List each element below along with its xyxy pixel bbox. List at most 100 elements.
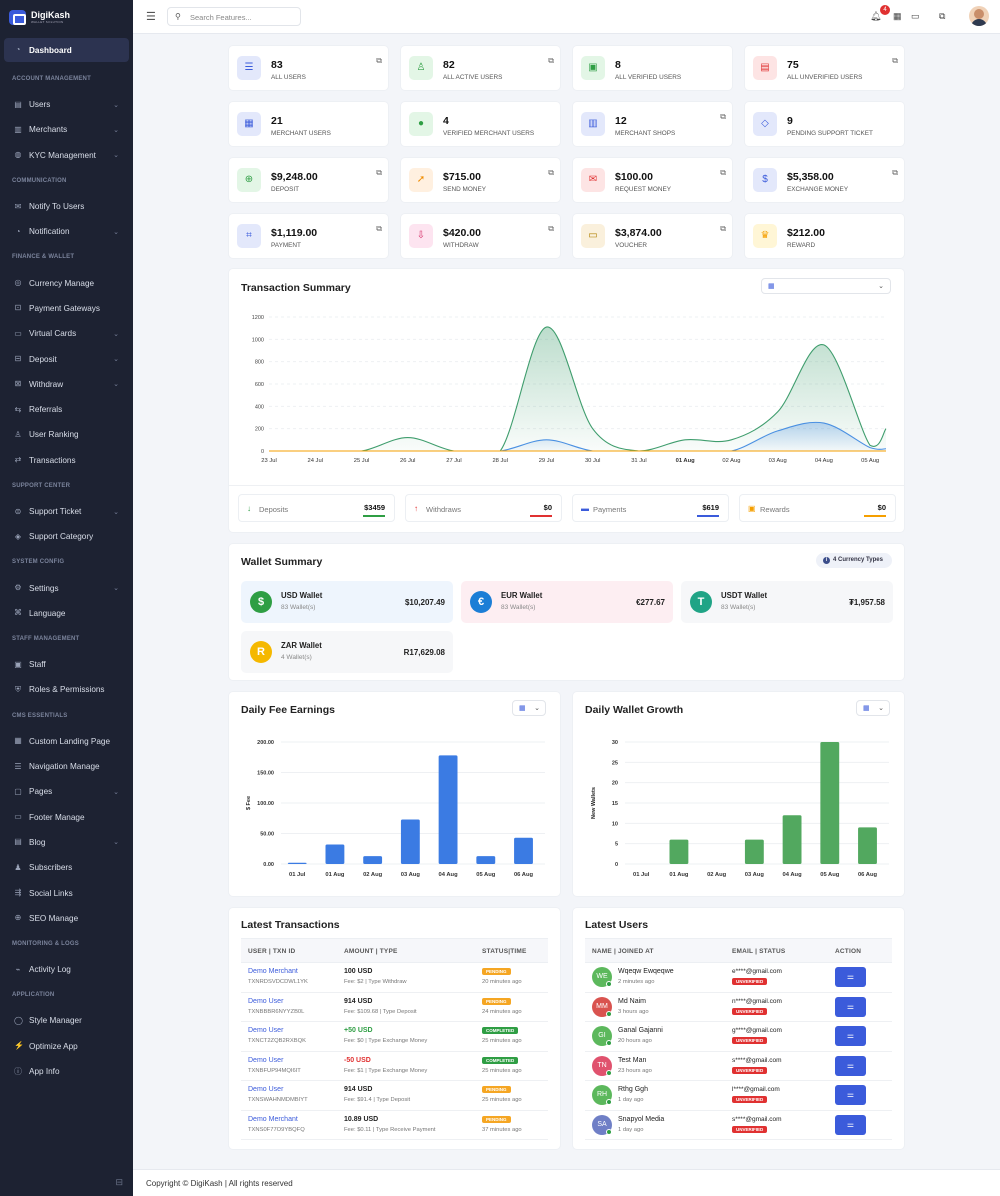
- sidebar-item-merchants[interactable]: ▥ Merchants ⌄: [0, 117, 133, 142]
- sidebar-item-staff[interactable]: ▣ Staff: [0, 652, 133, 677]
- sidebar-item-dashboard[interactable]: ◔ Dashboard: [4, 38, 129, 62]
- fee-date-select[interactable]: ▦ ⌄: [512, 700, 546, 716]
- stat-card[interactable]: ▣ 8 ALL VERIFIED USERS: [573, 46, 732, 90]
- sidebar-item-settings[interactable]: ⚙ Settings ⌄: [0, 575, 133, 600]
- stat-card[interactable]: ▦ 21 MERCHANT USERS: [229, 102, 388, 146]
- user-action-button[interactable]: ⚌: [835, 1085, 866, 1105]
- monitor-icon[interactable]: ▭: [911, 11, 920, 21]
- external-link-icon[interactable]: ⧉: [376, 168, 382, 177]
- bell-icon[interactable]: 🔔︎: [870, 11, 882, 21]
- wallet-usd[interactable]: $ USD Wallet 83 Wallet(s) $10,207.49: [241, 581, 453, 623]
- table-row[interactable]: Demo User TXNBFUP94MQI6IT -50 USD Fee: $1 |…: [241, 1052, 548, 1081]
- translate-icon[interactable]: ⧉: [939, 11, 946, 21]
- apps-grid-icon[interactable]: ▦: [893, 11, 902, 21]
- wallet-usdt[interactable]: T USDT Wallet 83 Wallet(s) ₮1,957.58: [681, 581, 893, 623]
- sidebar-item-roles-permissions[interactable]: ⛨ Roles & Permissions: [0, 677, 133, 702]
- collapse-sidebar-icon[interactable]: ⊟: [115, 1177, 123, 1187]
- legend-rewards[interactable]: ▣ Rewards $0: [739, 494, 896, 522]
- external-link-icon[interactable]: ⧉: [720, 112, 726, 121]
- external-link-icon[interactable]: ⧉: [548, 168, 554, 177]
- sidebar-item-users[interactable]: ▤ Users ⌄: [0, 92, 133, 117]
- wallet-zar[interactable]: R ZAR Wallet 4 Wallet(s) R17,629.08: [241, 631, 453, 673]
- bar: [744, 839, 764, 864]
- stat-card[interactable]: ☰ 83 ALL USERS ⧉: [229, 46, 388, 90]
- user-link[interactable]: Demo User: [248, 997, 284, 1005]
- date-range-select[interactable]: ▦ ⌄: [761, 278, 891, 294]
- stat-card[interactable]: ⌗ $1,119.00 PAYMENT ⧉: [229, 214, 388, 258]
- sidebar-item-notify-to-users[interactable]: ✉ Notify To Users: [0, 194, 133, 219]
- table-row[interactable]: Demo Merchant TXNS0F77O9YBQFQ 10.89 USD Fee…: [241, 1111, 548, 1140]
- sidebar-item-withdraw[interactable]: ⊠ Withdraw ⌄: [0, 372, 133, 397]
- external-link-icon[interactable]: ⧉: [720, 168, 726, 177]
- sidebar-item-notification[interactable]: ◔ Notification ⌄: [0, 219, 133, 244]
- stat-card[interactable]: ♙ 82 ALL ACTIVE USERS ⧉: [401, 46, 560, 90]
- user-link[interactable]: Demo User: [248, 1056, 284, 1064]
- user-link[interactable]: Demo User: [248, 1027, 284, 1034]
- stat-card[interactable]: ▭ $3,874.00 VOUCHER ⧉: [573, 214, 732, 258]
- sidebar-item-seo-manage[interactable]: ⊕ SEO Manage: [0, 906, 133, 931]
- sidebar-item-kyc-management[interactable]: ◍ KYC Management ⌄: [0, 143, 133, 168]
- transaction-summary-card: Transaction Summary ▦ ⌄ 0 200 400 600 800 100…: [229, 269, 904, 532]
- user-action-button[interactable]: ⚌: [835, 1055, 866, 1076]
- menu-toggle-icon[interactable]: ☰: [146, 11, 156, 23]
- table-row[interactable]: Demo User TXNCT2ZQB2RXBQK +50 USD Fee: $0 |…: [241, 1022, 548, 1052]
- stat-card[interactable]: ● 4 VERIFIED MERCHANT USERS: [401, 102, 560, 146]
- external-link-icon[interactable]: ⧉: [548, 56, 554, 65]
- user-action-button[interactable]: ⚌: [835, 967, 866, 987]
- external-link-icon[interactable]: ⧉: [892, 56, 898, 65]
- external-link-icon[interactable]: ⧉: [376, 224, 382, 233]
- stat-card[interactable]: $ $5,358.00 EXCHANGE MONEY ⧉: [745, 158, 904, 202]
- stat-card[interactable]: ✉ $100.00 REQUEST MONEY ⧉: [573, 158, 732, 202]
- sidebar-item-transactions[interactable]: ⇄ Transactions: [0, 448, 133, 473]
- sidebar-item-support-category[interactable]: ◈ Support Category: [0, 524, 133, 549]
- sidebar-item-social-links[interactable]: ⇶ Social Links: [0, 880, 133, 905]
- user-link[interactable]: Demo User: [248, 1086, 284, 1093]
- sidebar-item-footer-manage[interactable]: ▭ Footer Manage: [0, 805, 133, 830]
- stat-card[interactable]: ⇩ $420.00 WITHDRAW ⧉: [401, 214, 560, 258]
- sidebar-item-deposit[interactable]: ⊟ Deposit ⌄: [0, 346, 133, 371]
- user-action-button[interactable]: ⚌: [835, 1114, 866, 1135]
- table-row[interactable]: Demo Merchant TXNRDSVDCDWL1YK 100 USD Fee: …: [241, 963, 548, 993]
- sidebar-item-pages[interactable]: ▢ Pages ⌄: [0, 779, 133, 804]
- sidebar-item-referrals[interactable]: ⇆ Referrals: [0, 397, 133, 422]
- stat-card[interactable]: ◇ 9 PENDING SUPPORT TICKET: [745, 102, 904, 146]
- sidebar-item-subscribers[interactable]: ♟ Subscribers: [0, 855, 133, 880]
- stat-card[interactable]: ♛ $212.00 REWARD: [745, 214, 904, 258]
- stat-card[interactable]: ▥ 12 MERCHANT SHOPS ⧉: [573, 102, 732, 146]
- admin-avatar[interactable]: [969, 6, 989, 26]
- legend-payments[interactable]: ▬ Payments $619: [572, 494, 729, 522]
- stat-card[interactable]: ⊕ $9,248.00 DEPOSIT ⧉: [229, 158, 388, 202]
- search-input[interactable]: ⚲ Search Features...: [167, 7, 301, 26]
- legend-withdraws[interactable]: ↑ Withdraws $0: [405, 494, 562, 522]
- user-link[interactable]: Demo Merchant: [248, 968, 298, 975]
- sidebar-item-language[interactable]: ⌘ Language: [0, 601, 133, 626]
- table-row[interactable]: Demo User TXNBBBR6NYYZB0L 914 USD Fee: $109…: [241, 993, 548, 1022]
- external-link-icon[interactable]: ⧉: [376, 56, 382, 65]
- user-action-button[interactable]: ⚌: [835, 1026, 866, 1046]
- user-action-button[interactable]: ⚌: [835, 996, 866, 1017]
- stat-card[interactable]: ➚ $715.00 SEND MONEY ⧉: [401, 158, 560, 202]
- sidebar-item-navigation-manage[interactable]: ☰ Navigation Manage: [0, 754, 133, 779]
- growth-date-select[interactable]: ▦ ⌄: [856, 700, 890, 716]
- external-link-icon[interactable]: ⧉: [892, 168, 898, 177]
- sidebar-item-user-ranking[interactable]: ♙ User Ranking: [0, 422, 133, 447]
- brand[interactable]: DigiKash WALLET SOLUTION: [0, 0, 133, 34]
- sidebar-item-optimize-app[interactable]: ⚡ Optimize App: [0, 1034, 133, 1059]
- sidebar-item-custom-landing-page[interactable]: ▦ Custom Landing Page: [0, 729, 133, 754]
- wallet-eur[interactable]: € EUR Wallet 83 Wallet(s) €277.67: [461, 581, 673, 623]
- external-link-icon[interactable]: ⧉: [548, 224, 554, 233]
- sidebar-item-activity-log[interactable]: ⌁ Activity Log: [0, 957, 133, 982]
- sidebar-item-payment-gateways[interactable]: ⊡ Payment Gateways: [0, 296, 133, 321]
- external-link-icon[interactable]: ⧉: [720, 224, 726, 233]
- legend-deposits[interactable]: ↓ Deposits $3459: [238, 494, 395, 522]
- sidebar-item-blog[interactable]: ▤ Blog ⌄: [0, 830, 133, 855]
- sidebar-item-app-info[interactable]: ⓘ App Info: [0, 1059, 133, 1084]
- stat-card[interactable]: ▤ 75 ALL UNVERIFIED USERS ⧉: [745, 46, 904, 90]
- table-row[interactable]: Demo User TXNSWAHNMDMBIYT 914 USD Fee: $91.…: [241, 1081, 548, 1111]
- user-link[interactable]: Demo Merchant: [248, 1115, 298, 1123]
- sidebar-item-currency-manage[interactable]: ◎ Currency Manage: [0, 270, 133, 295]
- sidebar-item-virtual-cards[interactable]: ▭ Virtual Cards ⌄: [0, 321, 133, 346]
- sidebar-item-support-ticket[interactable]: ⊜ Support Ticket ⌄: [0, 499, 133, 524]
- wallet-logo-icon: [9, 9, 26, 25]
- sidebar-item-style-manager[interactable]: ◯ Style Manager: [0, 1008, 133, 1033]
